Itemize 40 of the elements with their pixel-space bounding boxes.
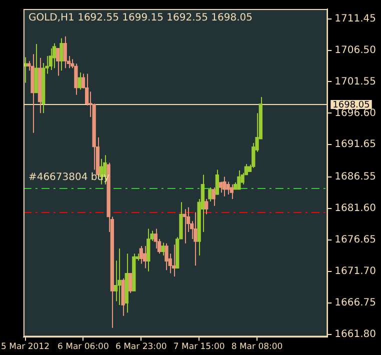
candlestick bbox=[56, 48, 60, 76]
y-tick-label: 1691.65 bbox=[334, 139, 376, 150]
y-tick-label: 1711.45 bbox=[334, 13, 376, 24]
candlestick bbox=[222, 176, 226, 197]
ref-line-label: 1698.05 bbox=[332, 100, 370, 110]
x-tick-label: 6 Mar 06:00 bbox=[58, 342, 109, 352]
y-tick-label: 1676.65 bbox=[334, 234, 376, 246]
candlestick bbox=[52, 42, 56, 69]
candlestick bbox=[164, 242, 168, 271]
candlestick bbox=[142, 245, 147, 269]
x-tick-label: 6 Mar 23:00 bbox=[115, 342, 167, 352]
candlestick bbox=[74, 63, 78, 96]
y-tick-label: 1696.60 bbox=[334, 108, 376, 119]
candlestick bbox=[63, 36, 67, 69]
y-tick-label: 1671.70 bbox=[334, 266, 376, 277]
candlestick bbox=[226, 181, 230, 195]
chart-title: GOLD,H1 1692.55 1699.15 1692.55 1698.05 bbox=[28, 12, 253, 24]
candlestick bbox=[161, 242, 165, 256]
candlestick bbox=[208, 187, 212, 202]
candlestick bbox=[237, 170, 241, 190]
candlestick bbox=[212, 187, 216, 206]
candlestick bbox=[78, 72, 82, 90]
candlestick bbox=[230, 184, 234, 200]
candlestick bbox=[118, 248, 122, 306]
candlestick bbox=[215, 169, 220, 195]
candlestick bbox=[128, 272, 132, 294]
candlestick bbox=[146, 228, 150, 272]
x-tick-label: 7 Mar 15:00 bbox=[173, 342, 225, 352]
candlestick bbox=[60, 38, 64, 72]
candlestick bbox=[194, 212, 198, 266]
y-tick-label: 1686.55 bbox=[334, 172, 376, 183]
candlestick bbox=[204, 198, 208, 215]
y-tick-label: 1706.50 bbox=[334, 44, 376, 56]
y-tick-label: 1666.75 bbox=[334, 297, 376, 308]
candlestick bbox=[48, 48, 52, 70]
x-tick-label: 8 Mar 08:00 bbox=[231, 342, 283, 352]
x-tick-label: 5 Mar 2012 bbox=[1, 342, 50, 352]
y-tick-label: 1661.80 bbox=[334, 328, 376, 340]
y-tick-label: 1681.60 bbox=[334, 203, 376, 214]
y-tick-label: 1701.55 bbox=[334, 76, 376, 88]
